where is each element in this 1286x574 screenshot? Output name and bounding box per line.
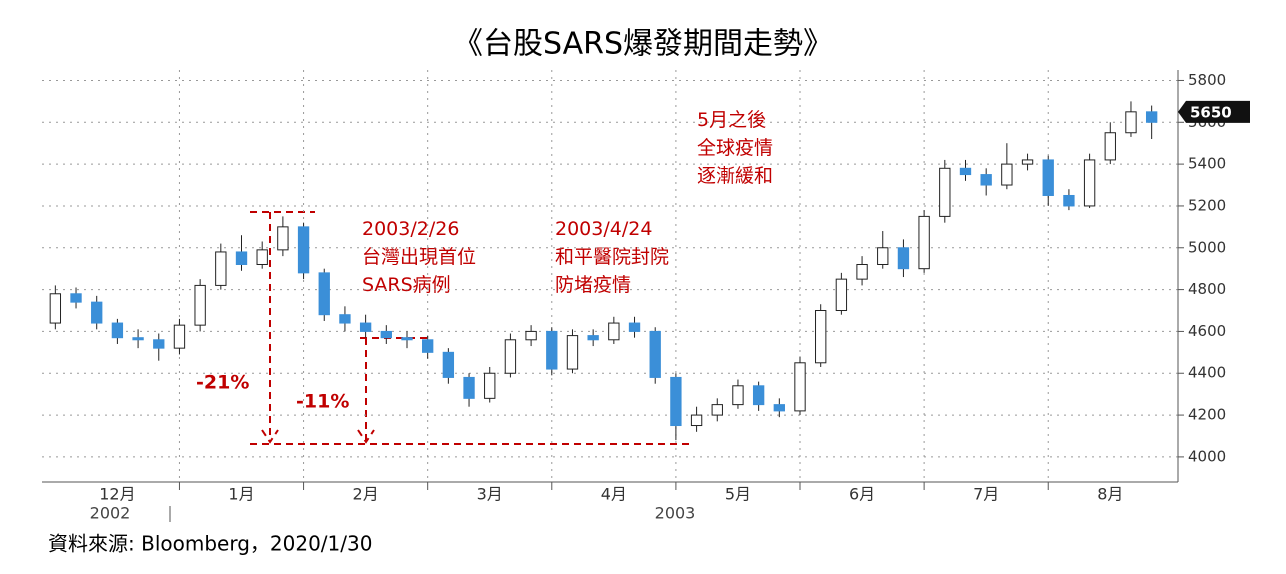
y-tick-label: 4800 <box>1188 280 1226 298</box>
annotation-line: 全球疫情 <box>697 137 773 159</box>
annotation: 2003/2/26 台灣出現首位 SARS病例 <box>362 218 482 296</box>
candle-body <box>732 385 744 406</box>
last-price-label: 5650 <box>1190 103 1232 121</box>
y-tick-label: 5200 <box>1188 196 1226 214</box>
candle-body <box>215 251 227 286</box>
candle-body <box>1083 159 1096 207</box>
candle-body <box>628 322 641 332</box>
candle-body <box>1021 159 1034 165</box>
candle-body <box>256 249 268 265</box>
annotation-line: SARS病例 <box>362 274 451 296</box>
candle-body <box>484 372 496 399</box>
candle-body <box>752 385 765 406</box>
candle-body <box>815 310 827 364</box>
candle-body <box>422 339 434 353</box>
candle-body <box>711 404 723 416</box>
candle-body <box>670 376 682 427</box>
chart-title: 《台股SARS爆發期間走勢》 <box>453 27 833 62</box>
candle-body <box>1001 163 1013 186</box>
candle-body <box>91 301 103 324</box>
annotation: 2003/4/24 和平醫院封院 防堵疫情 <box>555 218 675 296</box>
candle-body <box>173 324 186 349</box>
candle-body <box>649 330 661 378</box>
candle-body <box>111 322 124 339</box>
y-tick-label: 4600 <box>1188 322 1226 340</box>
y-tick-label: 5000 <box>1188 238 1226 256</box>
candle-body <box>277 226 289 251</box>
candle-body <box>794 362 806 412</box>
annotation-line: 2003/4/24 <box>555 218 652 240</box>
candle-body <box>132 337 144 341</box>
candle-body <box>504 339 517 374</box>
candle-body <box>442 351 455 378</box>
annotation-lines <box>250 211 690 445</box>
candle-body <box>153 339 165 349</box>
arrow-head <box>261 429 279 444</box>
x-tick-label: 2月 <box>353 485 379 504</box>
candle-body <box>566 335 579 370</box>
candle-body <box>980 174 992 186</box>
annotation: -11% <box>296 391 349 413</box>
candle-body <box>1125 111 1137 134</box>
y-tick-label: 5800 <box>1188 71 1226 89</box>
candle-body <box>608 322 620 341</box>
candle-body <box>1042 159 1054 196</box>
candle-body <box>546 330 558 370</box>
annotation-line: 和平醫院封院 <box>555 246 669 268</box>
candle-body <box>918 215 930 270</box>
year-label: 2002 <box>90 504 131 523</box>
x-tick-label: 8月 <box>1097 485 1123 504</box>
candle-body <box>1145 111 1158 123</box>
candle-body <box>194 284 206 326</box>
candle-body <box>1104 132 1116 161</box>
candle-body <box>939 167 951 217</box>
x-tick-label: 7月 <box>973 485 999 504</box>
arrow-head <box>357 429 375 444</box>
x-tick-label: 4月 <box>601 485 627 504</box>
annotation-line: 台灣出現首位 <box>362 246 476 268</box>
y-tick-label: 4400 <box>1188 364 1226 382</box>
candle-body <box>856 263 868 280</box>
candle-body <box>297 226 310 274</box>
x-tick-label: 1月 <box>228 485 254 504</box>
y-tick-label: 5400 <box>1188 155 1226 173</box>
annotation: -21% <box>196 372 249 394</box>
candle-body <box>877 247 889 265</box>
annotation-line: 防堵疫情 <box>555 274 631 296</box>
candle-body <box>773 404 785 412</box>
year-label: 2003 <box>655 504 696 523</box>
candle-body <box>587 335 599 341</box>
candle-body <box>49 293 62 324</box>
candle-body <box>339 314 351 324</box>
source: 資料來源: Bloomberg，2020/1/30 <box>48 532 372 556</box>
y-tick-label: 4000 <box>1188 447 1226 465</box>
candle-body <box>318 272 330 316</box>
x-tick-label: 5月 <box>725 485 751 504</box>
candle-body <box>463 376 475 399</box>
candle-body <box>959 167 972 176</box>
last-price-box <box>1178 100 1250 123</box>
x-tick-label: 6月 <box>849 485 875 504</box>
x-tick-label: 3月 <box>477 485 503 504</box>
annotation-line: 5月之後 <box>697 109 766 131</box>
candle-body <box>1063 194 1075 207</box>
candle-body <box>235 251 248 265</box>
candle-body <box>525 330 537 341</box>
annotation: 5月之後 全球疫情 逐漸緩和 <box>697 109 779 187</box>
candle-body <box>897 247 910 270</box>
x-tick-label: 12月 <box>99 485 135 504</box>
candle-body <box>380 330 392 339</box>
candle-body <box>70 293 82 303</box>
annotation-line: 2003/2/26 <box>362 218 459 240</box>
candle-body <box>401 337 413 341</box>
candle-body <box>359 322 372 332</box>
y-tick-label: 4200 <box>1188 406 1226 424</box>
candle-body <box>690 414 703 427</box>
annotation-line: 逐漸緩和 <box>697 165 773 187</box>
candle-body <box>835 278 848 312</box>
